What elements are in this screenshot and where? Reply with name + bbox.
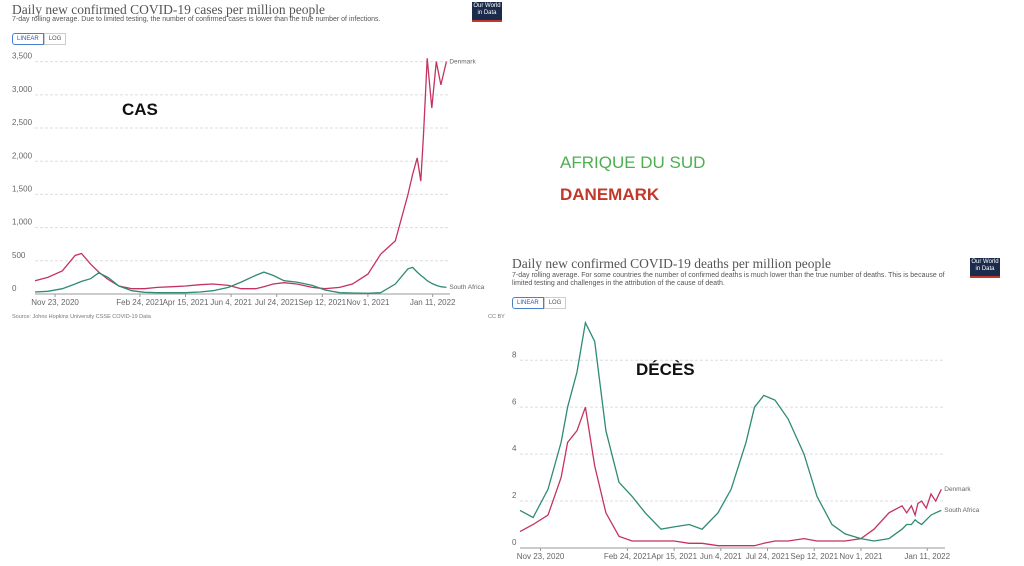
x-tick-label: Nov 1, 2021 [839, 552, 883, 561]
x-tick-label: Nov 23, 2020 [517, 552, 565, 561]
scale-toggle: LINEAR LOG [512, 297, 567, 309]
linear-button[interactable]: LINEAR [12, 33, 44, 45]
chart-subtitle: 7-day rolling average. For some countrie… [512, 272, 945, 287]
y-tick-label: 6 [512, 397, 517, 406]
chart-subtitle: 7-day rolling average. Due to limited te… [12, 16, 381, 23]
x-tick-label: Apr 15, 2021 [651, 552, 697, 561]
x-tick-label: Sep 12, 2021 [790, 552, 838, 561]
logo: Our World in Data [970, 258, 1000, 278]
y-tick-label: 3,500 [12, 52, 33, 61]
series-label: Denmark [944, 486, 971, 493]
x-tick-label: Jun 4, 2021 [210, 298, 252, 307]
log-button[interactable]: LOG [43, 33, 67, 45]
chart-title: Daily new confirmed COVID-19 cases per m… [12, 2, 326, 17]
series-label: South Africa [449, 284, 484, 291]
y-tick-label: 2 [512, 491, 517, 500]
series-line [519, 406, 942, 547]
annotation: DÉCÈS [636, 360, 695, 379]
x-tick-label: Jan 11, 2022 [904, 552, 950, 561]
y-tick-label: 3,000 [12, 85, 33, 94]
scale-toggle: LINEAR LOG [12, 33, 67, 45]
y-tick-label: 1,000 [12, 218, 33, 227]
y-tick-label: 0 [12, 284, 17, 293]
logo: Our World in Data [472, 2, 502, 22]
source: Source: Johns Hopkins University CSSE CO… [12, 314, 151, 320]
series-label: South Africa [944, 507, 979, 514]
y-tick-label: 8 [512, 350, 517, 359]
y-tick-label: 500 [12, 251, 26, 260]
x-tick-label: Nov 23, 2020 [31, 298, 79, 307]
x-tick-label: Feb 24, 2021 [116, 298, 164, 307]
series-label: Denmark [449, 58, 476, 65]
x-tick-label: Jul 24, 2021 [746, 552, 790, 561]
y-tick-label: 2,500 [12, 118, 33, 127]
x-tick-label: Sep 12, 2021 [299, 298, 347, 307]
annotation: CAS [122, 100, 158, 119]
series-line [34, 58, 448, 290]
annotation: AFRIQUE DU SUD [560, 153, 706, 172]
y-tick-label: 1,500 [12, 185, 33, 194]
license: CC BY [488, 314, 505, 320]
x-tick-label: Nov 1, 2021 [346, 298, 390, 307]
x-tick-label: Jun 4, 2021 [700, 552, 742, 561]
x-tick-label: Jul 24, 2021 [255, 298, 299, 307]
linear-button[interactable]: LINEAR [512, 297, 544, 309]
y-tick-label: 4 [512, 444, 517, 453]
log-button[interactable]: LOG [543, 297, 567, 309]
x-tick-label: Jan 11, 2022 [410, 298, 456, 307]
series-line [34, 266, 447, 294]
x-tick-label: Feb 24, 2021 [604, 552, 652, 561]
y-tick-label: 0 [512, 538, 517, 547]
series-line [519, 320, 942, 542]
annotation: DANEMARK [560, 185, 660, 204]
x-tick-label: Apr 15, 2021 [163, 298, 209, 307]
chart-title: Daily new confirmed COVID-19 deaths per … [512, 256, 832, 271]
y-tick-label: 2,000 [12, 151, 33, 160]
